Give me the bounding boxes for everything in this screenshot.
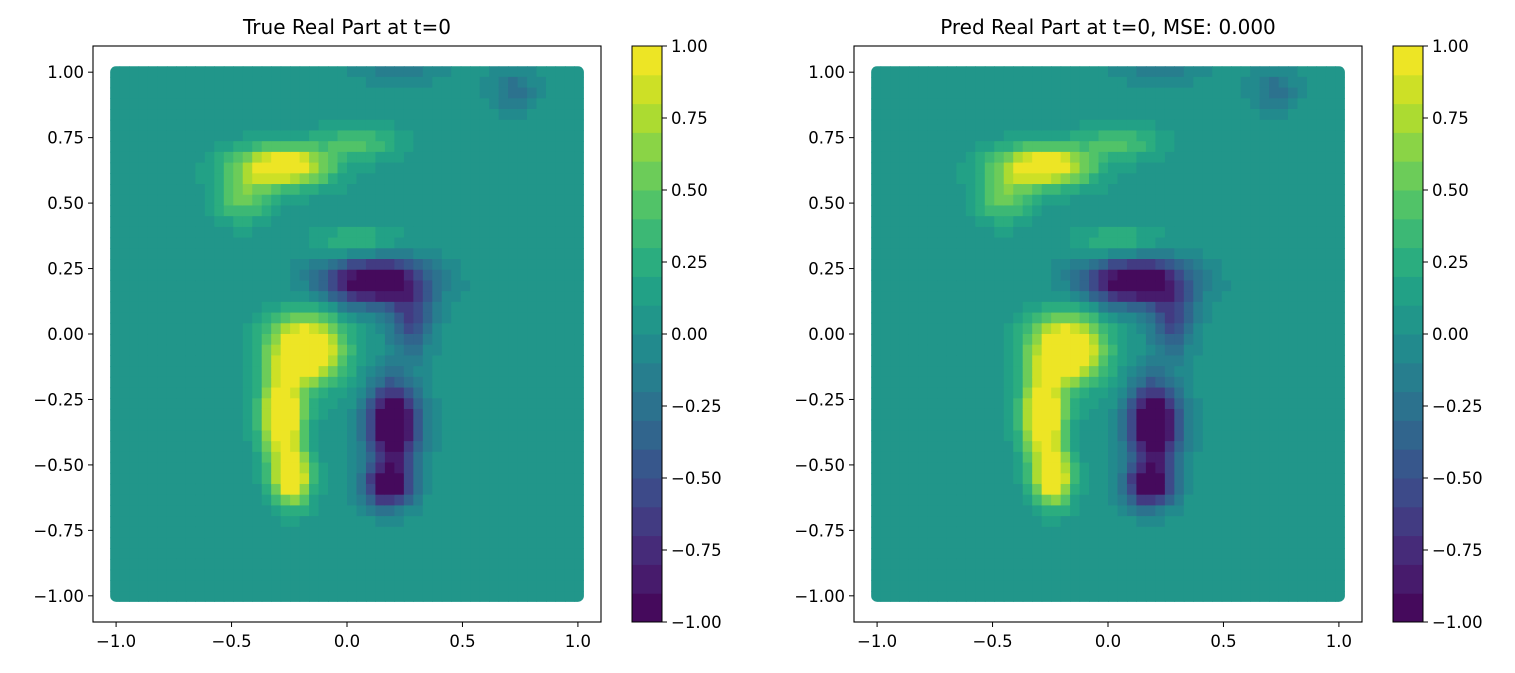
- field-map: [871, 66, 1345, 602]
- y-tick-label: 0.25: [808, 260, 845, 279]
- colorbar-band: [1393, 305, 1423, 335]
- colorbar-band: [632, 161, 662, 191]
- colorbar-tick-label: 1.00: [1432, 37, 1469, 56]
- colorbar-band: [1393, 276, 1423, 306]
- colorbar-band: [632, 449, 662, 479]
- colorbar-band: [1393, 362, 1423, 393]
- y-tick-label: −0.75: [33, 521, 84, 540]
- plot-title: Pred Real Part at t=0, MSE: 0.000: [940, 15, 1276, 39]
- colorbar-tick-label: 0.50: [1432, 181, 1469, 200]
- colorbar-band: [632, 46, 662, 76]
- colorbar-tick-label: 0.25: [671, 253, 708, 272]
- y-tick-label: 0.25: [47, 260, 84, 279]
- y-tick-label: −1.00: [794, 587, 845, 606]
- colorbar-tick-label: −0.75: [1432, 541, 1483, 560]
- x-tick-label: −1.0: [857, 632, 897, 651]
- y-tick-label: −0.50: [33, 456, 84, 475]
- y-tick-label: 1.00: [808, 63, 845, 82]
- colorbar-tick-label: −1.00: [1432, 613, 1483, 632]
- y-tick-label: −0.75: [794, 521, 845, 540]
- colorbar-tick-label: 0.50: [671, 181, 708, 200]
- x-tick-label: −0.5: [973, 632, 1013, 651]
- colorbar-band: [632, 362, 662, 393]
- plot-panel-2: Pred Real Part at t=0, MSE: 0.000 −1.0 −0.…: [794, 15, 1482, 651]
- y-tick-label: 0.75: [808, 129, 845, 148]
- x-tick-label: 1.0: [565, 632, 591, 651]
- colorbar-band: [632, 593, 662, 623]
- colorbar-band: [632, 506, 662, 537]
- y-tick-label: −0.25: [794, 390, 845, 409]
- colorbar-band: [1393, 74, 1423, 105]
- y-tick-label: 0.50: [808, 194, 845, 213]
- colorbar-band: [632, 334, 662, 364]
- colorbar-tick-label: −0.25: [1432, 397, 1483, 416]
- colorbar-band: [1393, 218, 1423, 249]
- colorbar-band: [632, 247, 662, 277]
- colorbar-tick-label: −0.50: [1432, 469, 1483, 488]
- y-tick-label: 0.50: [47, 194, 84, 213]
- colorbar-tick-label: −0.25: [671, 397, 722, 416]
- x-tick-label: 0.5: [1210, 632, 1236, 651]
- colorbar-band: [1393, 132, 1423, 162]
- colorbar-tick-label: −0.50: [671, 469, 722, 488]
- colorbar-band: [1393, 247, 1423, 277]
- y-tick-label: 0.75: [47, 129, 84, 148]
- y-tick-label: 0.00: [808, 325, 845, 344]
- x-tick-label: −1.0: [96, 632, 136, 651]
- colorbar-band: [632, 103, 662, 133]
- colorbar-band: [1393, 391, 1423, 421]
- colorbar-band: [1393, 46, 1423, 76]
- colorbar-band: [1393, 478, 1423, 508]
- y-tick-label: 0.00: [47, 325, 84, 344]
- colorbar-tick-label: 1.00: [671, 37, 708, 56]
- x-tick-label: 0.5: [449, 632, 475, 651]
- x-tick-label: 0.0: [334, 632, 360, 651]
- colorbar-tick-label: 0.75: [1432, 109, 1469, 128]
- colorbar-tick-label: 0.25: [1432, 253, 1469, 272]
- colorbar-band: [1393, 334, 1423, 364]
- colorbar-band: [1393, 420, 1423, 450]
- y-tick-label: −0.25: [33, 390, 84, 409]
- y-tick-label: 1.00: [47, 63, 84, 82]
- colorbar: −1.00 −0.75 −0.50 −0.25 0.00 0.25 0.50 0.75 1.00: [1392, 37, 1483, 632]
- plot-title: True Real Part at t=0: [242, 15, 451, 39]
- colorbar-band: [1393, 593, 1423, 623]
- plot-panel-1: True Real Part at t=0 −1.0 −0.5 0.0 0.5 1.0 −1…: [33, 15, 721, 651]
- colorbar-band: [632, 564, 662, 594]
- colorbar-band: [632, 305, 662, 335]
- colorbar-tick-label: −0.75: [671, 541, 722, 560]
- colorbar-band: [1393, 535, 1423, 565]
- colorbar-band: [1393, 506, 1423, 537]
- colorbar-tick-label: 0.75: [671, 109, 708, 128]
- colorbar-tick-label: 0.00: [1432, 325, 1469, 344]
- colorbar-band: [632, 276, 662, 306]
- x-tick-label: 0.0: [1095, 632, 1121, 651]
- colorbar: −1.00 −0.75 −0.50 −0.25 0.00 0.25 0.50 0.75 1.00: [631, 37, 722, 632]
- colorbar-band: [632, 74, 662, 105]
- colorbar-band: [632, 391, 662, 421]
- x-tick-label: 1.0: [1326, 632, 1352, 651]
- y-tick-label: −1.00: [33, 587, 84, 606]
- x-tick-label: −0.5: [212, 632, 252, 651]
- colorbar-band: [1393, 564, 1423, 594]
- colorbar-tick-label: −1.00: [671, 613, 722, 632]
- colorbar-band: [632, 478, 662, 508]
- colorbar-band: [632, 132, 662, 162]
- colorbar-band: [1393, 161, 1423, 191]
- colorbar-tick-label: 0.00: [671, 325, 708, 344]
- colorbar-band: [1393, 103, 1423, 133]
- colorbar-band: [632, 190, 662, 220]
- colorbar-band: [632, 535, 662, 565]
- colorbar-band: [632, 420, 662, 450]
- y-tick-label: −0.50: [794, 456, 845, 475]
- colorbar-band: [1393, 190, 1423, 220]
- colorbar-band: [632, 218, 662, 249]
- colorbar-band: [1393, 449, 1423, 479]
- field-map: [110, 66, 584, 602]
